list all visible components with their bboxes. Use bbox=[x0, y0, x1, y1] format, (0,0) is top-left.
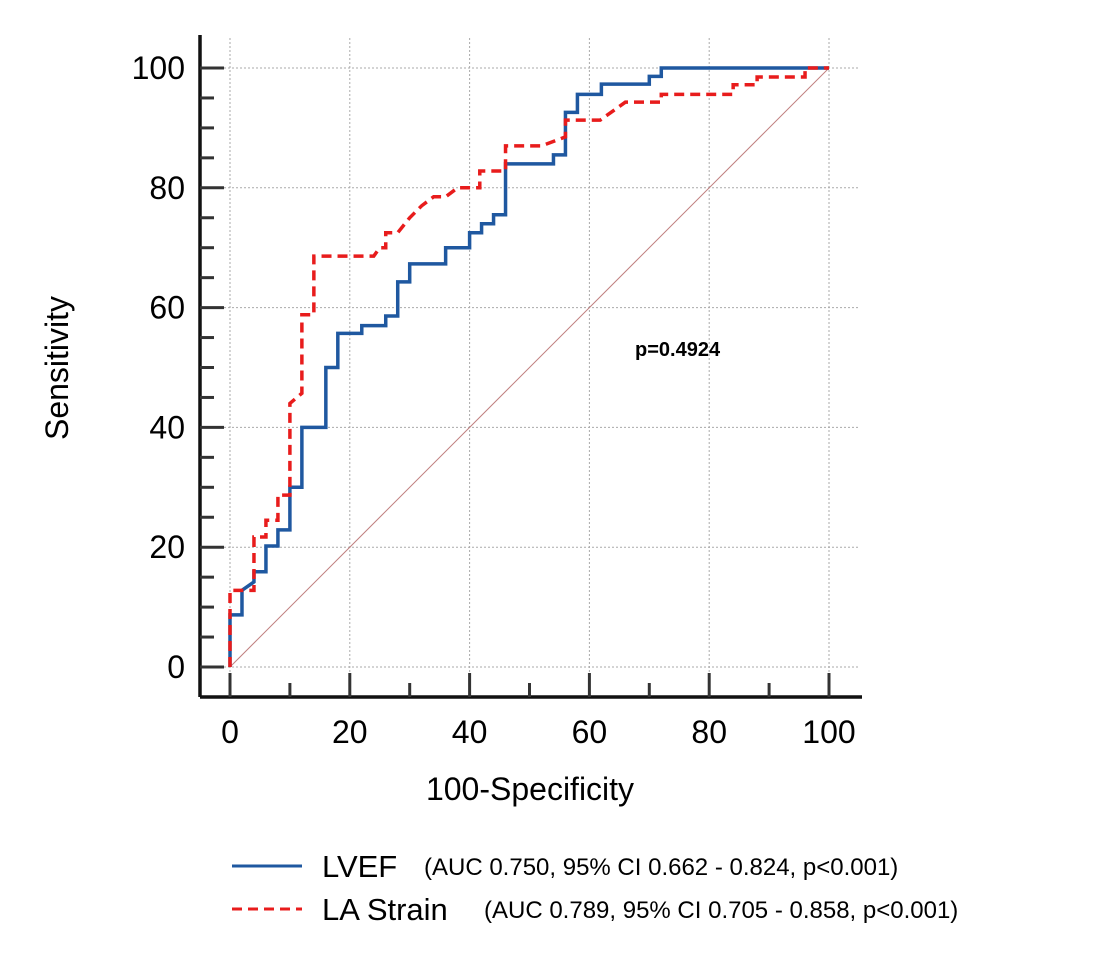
x-tick-label: 100 bbox=[802, 714, 855, 750]
lvef-curve bbox=[228, 66, 829, 667]
axes bbox=[198, 35, 862, 699]
x-tick-label: 80 bbox=[691, 714, 727, 750]
y-tick-label: 20 bbox=[149, 529, 185, 565]
reference-diagonal bbox=[229, 67, 830, 668]
legend-label-lvef: LVEF bbox=[322, 849, 397, 884]
x-tick-label: 40 bbox=[452, 714, 488, 750]
x-tick-labels: 0 20 40 60 80 100 bbox=[221, 714, 856, 750]
y-tick-label: 100 bbox=[132, 50, 185, 86]
y-tick-label: 60 bbox=[149, 290, 185, 326]
x-tick-label: 0 bbox=[221, 714, 239, 750]
x-tick-label: 20 bbox=[332, 714, 368, 750]
y-tick-label: 0 bbox=[167, 649, 185, 685]
legend-detail-la-strain: (AUC 0.789, 95% CI 0.705 - 0.858, p<0.00… bbox=[484, 897, 958, 924]
legend: LVEF (AUC 0.750, 95% CI 0.662 - 0.824, p… bbox=[232, 849, 958, 927]
y-tick-labels: 0 20 40 60 80 100 bbox=[132, 50, 185, 685]
y-tick-label: 40 bbox=[149, 409, 185, 445]
p-value-annotation: p=0.4924 bbox=[635, 339, 721, 361]
x-axis-label: 100-Specificity bbox=[426, 771, 634, 807]
y-tick-label: 80 bbox=[149, 170, 185, 206]
x-tick-label: 60 bbox=[572, 714, 608, 750]
y-axis-label: Sensitivity bbox=[39, 296, 75, 440]
legend-detail-lvef: (AUC 0.750, 95% CI 0.662 - 0.824, p<0.00… bbox=[424, 854, 898, 881]
legend-label-la-strain: LA Strain bbox=[322, 892, 448, 927]
la-strain-curve bbox=[228, 66, 829, 667]
